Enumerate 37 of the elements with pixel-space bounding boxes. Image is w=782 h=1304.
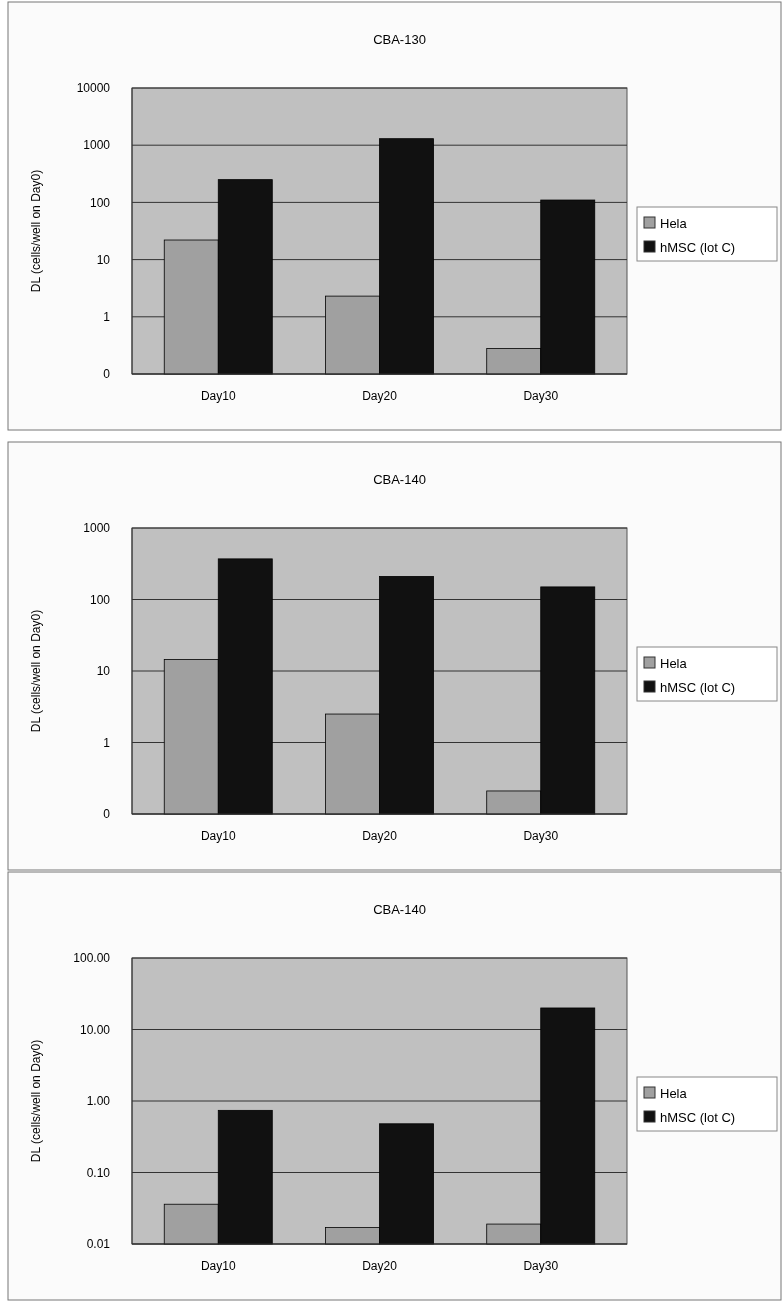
x-tick-label: Day30 bbox=[523, 389, 559, 403]
y-tick-label: 1 bbox=[103, 310, 111, 324]
y-tick-label: 0 bbox=[103, 367, 111, 382]
y-tick-label: 100.00 bbox=[73, 951, 111, 966]
y-tick-label: 1.00 bbox=[86, 1094, 111, 1109]
y-tick-label: 0.01 bbox=[86, 1237, 111, 1252]
y-tick-label: 1000 bbox=[83, 138, 111, 153]
y-tick-label: 10000 bbox=[76, 81, 111, 96]
y-tick-label: 1 bbox=[103, 735, 111, 750]
x-tick-label: Day10 bbox=[200, 1259, 236, 1273]
y-tick-label: 10 bbox=[96, 252, 111, 267]
chart-title: CBA-140 bbox=[373, 472, 426, 487]
x-tick-label: Day30 bbox=[523, 829, 559, 843]
x-tick-label: Day20 bbox=[362, 1259, 398, 1273]
y-tick-label: 100 bbox=[89, 195, 111, 210]
y-tick-label: 100 bbox=[89, 592, 111, 607]
x-tick-label: Day10 bbox=[200, 389, 236, 403]
y-axis-title: DL (cells/well on Day0) bbox=[29, 609, 43, 733]
x-tick-label: Day10 bbox=[200, 829, 236, 843]
chart-title: CBA-140 bbox=[373, 902, 426, 917]
legend-label: Hela bbox=[660, 655, 688, 671]
legend-label: Hela bbox=[660, 215, 688, 231]
y-tick-label: 10 bbox=[96, 664, 111, 679]
legend-label: hMSC (lot C) bbox=[660, 239, 736, 255]
y-tick-label: 10.00 bbox=[79, 1022, 111, 1037]
y-tick-label: 0.10 bbox=[86, 1165, 111, 1180]
legend-label: Hela bbox=[660, 1085, 688, 1101]
legend-label: hMSC (lot C) bbox=[660, 1109, 736, 1125]
legend-label: hMSC (lot C) bbox=[660, 679, 736, 695]
y-axis-title: DL (cells/well on Day0) bbox=[29, 169, 43, 293]
x-tick-label: Day20 bbox=[362, 389, 398, 403]
y-tick-label: 0 bbox=[103, 807, 111, 822]
x-tick-label: Day30 bbox=[523, 1259, 559, 1273]
x-tick-label: Day20 bbox=[362, 829, 398, 843]
chart-title: CBA-130 bbox=[373, 32, 426, 47]
y-tick-label: 1000 bbox=[83, 521, 111, 536]
y-axis-title: DL (cells/well on Day0) bbox=[29, 1039, 43, 1163]
